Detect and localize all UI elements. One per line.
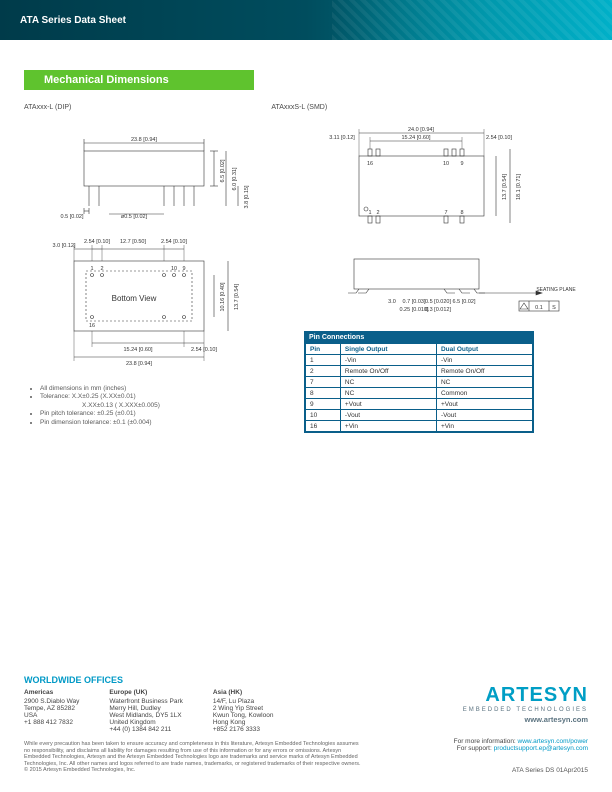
svg-text:16: 16	[89, 323, 95, 329]
table-row: 8NCCommon	[306, 388, 533, 399]
svg-text:2: 2	[100, 266, 103, 272]
pin-col-1: Single Output	[340, 344, 436, 355]
note-2: Tolerance: X.X±0.25 (X.XX±0.01)X.XX±0.13…	[40, 393, 284, 410]
smd-side-diagram: SEATING PLANE 0.7 [0.03] 0.25 [0.010] 0.…	[304, 241, 584, 321]
dip-column: 23.8 [0.94] 6.5 [0.02] 6.0 [0.31] 3.8 [0…	[24, 121, 284, 433]
pin-table-title: Pin Connections	[305, 332, 533, 343]
footer: WORLDWIDE OFFICES Americas 2900 S.Diablo…	[0, 665, 612, 792]
office-asia: Asia (HK) 14/F, Lu Plaza2 Wing Yip Stree…	[213, 689, 274, 733]
svg-text:10.16 [0.40]: 10.16 [0.40]	[220, 282, 226, 312]
brand-url: www.artesyn.com	[454, 715, 588, 724]
note-3: Pin pitch tolerance: ±0.25 (±0.01)	[40, 410, 284, 418]
svg-text:3.0: 3.0	[388, 299, 396, 305]
svg-text:0.3 [0.012]: 0.3 [0.012]	[425, 307, 451, 313]
svg-text:8: 8	[460, 210, 463, 216]
variant-smd-label: ATAxxxS-L (SMD)	[271, 104, 327, 111]
section-title-bar: Mechanical Dimensions	[24, 70, 254, 90]
svg-text:7: 7	[444, 210, 447, 216]
office-americas: Americas 2900 S.Diablo WayTempe, AZ 8528…	[24, 689, 79, 733]
doc-id: ATA Series DS 01Apr2015	[512, 767, 588, 774]
brand-sub: EMBEDDED TECHNOLOGIES	[454, 707, 588, 713]
dimension-notes: All dimensions in mm (inches) Tolerance:…	[24, 385, 284, 427]
svg-text:2: 2	[376, 210, 379, 216]
svg-text:6.5 [0.02]: 6.5 [0.02]	[453, 299, 476, 305]
svg-text:3.8 [0.15]: 3.8 [0.15]	[244, 185, 250, 208]
dip-top-diagram: 23.8 [0.94] 6.5 [0.02] 6.0 [0.31] 3.8 [0…	[24, 121, 284, 231]
header-title: ATA Series Data Sheet	[20, 15, 126, 26]
svg-text:23.8 [0.94]: 23.8 [0.94]	[126, 361, 152, 367]
table-row: 2Remote On/OffRemote On/Off	[306, 366, 533, 377]
legal-text: While every precaution has been taken to…	[24, 741, 364, 774]
svg-text:13.7 [0.54]: 13.7 [0.54]	[234, 284, 240, 310]
table-row: 7NCNC	[306, 377, 533, 388]
svg-text:15.24 [0.60]: 15.24 [0.60]	[401, 135, 431, 141]
svg-text:0.5 [0.02]: 0.5 [0.02]	[61, 214, 84, 220]
svg-text:13.7 [0.54]: 13.7 [0.54]	[502, 174, 508, 200]
brand-logo: ARTESYN	[454, 684, 588, 707]
svg-text:S: S	[552, 305, 556, 311]
section-title: Mechanical Dimensions	[44, 74, 169, 86]
info-link[interactable]: www.artesyn.com/power	[518, 738, 588, 745]
svg-text:2.54 [0.10]: 2.54 [0.10]	[486, 135, 512, 141]
svg-text:Bottom View: Bottom View	[112, 294, 157, 303]
svg-text:1: 1	[90, 266, 93, 272]
svg-text:10: 10	[171, 266, 177, 272]
svg-text:15.24 [0.60]: 15.24 [0.60]	[123, 347, 153, 353]
svg-text:23.8 [0.94]: 23.8 [0.94]	[131, 137, 157, 143]
pin-col-0: Pin	[306, 344, 341, 355]
smd-column: 1 2 16 10 9 7 8 24.0 [0.94] 15.24 [0.60]…	[304, 121, 564, 433]
svg-text:1: 1	[368, 210, 371, 216]
svg-text:24.0 [0.94]: 24.0 [0.94]	[408, 127, 434, 133]
brand-block: ARTESYN EMBEDDED TECHNOLOGIES www.artesy…	[454, 684, 588, 752]
svg-text:9: 9	[460, 161, 463, 167]
svg-text:10: 10	[443, 161, 449, 167]
svg-text:0.1: 0.1	[535, 305, 543, 311]
svg-text:12.7 [0.50]: 12.7 [0.50]	[120, 239, 146, 245]
table-row: 16+Vin+Vin	[306, 421, 533, 432]
header-banner: ATA Series Data Sheet	[0, 0, 612, 40]
svg-text:6.0 [0.31]: 6.0 [0.31]	[232, 167, 238, 190]
svg-text:2.54 [0.10]: 2.54 [0.10]	[84, 239, 110, 245]
svg-text:6.5 [0.02]: 6.5 [0.02]	[220, 159, 226, 182]
dip-bottom-diagram: Bottom View 1 2 16 10 9 3.0 [0.12] 2.54 …	[24, 231, 284, 371]
svg-text:3.11 [0.12]: 3.11 [0.12]	[329, 135, 355, 141]
office-europe: Europe (UK) Waterfront Business ParkMerr…	[109, 689, 182, 733]
table-row: 9+Vout+Vout	[306, 399, 533, 410]
pin-connections-table: Pin Connections Pin Single Output Dual O…	[304, 331, 534, 433]
table-row: 10-Vout-Vout	[306, 410, 533, 421]
table-row: 1-Vin-Vin	[306, 355, 533, 366]
smd-top-diagram: 1 2 16 10 9 7 8 24.0 [0.94] 15.24 [0.60]…	[304, 121, 574, 241]
svg-text:9: 9	[182, 266, 185, 272]
support-link[interactable]: productsupport.ep@artesyn.com	[494, 745, 588, 752]
svg-text:18.1 [0.71]: 18.1 [0.71]	[516, 174, 522, 200]
svg-text:2.54 [0.10]: 2.54 [0.10]	[191, 347, 217, 353]
svg-text:0.5 [0.020]: 0.5 [0.020]	[425, 299, 451, 305]
svg-text:16: 16	[367, 161, 373, 167]
svg-text:0.7 [0.03]: 0.7 [0.03]	[403, 299, 426, 305]
svg-text:SEATING PLANE: SEATING PLANE	[536, 287, 576, 293]
svg-text:2.54 [0.10]: 2.54 [0.10]	[161, 239, 187, 245]
svg-text:ø0.5 [0.02]: ø0.5 [0.02]	[121, 214, 148, 220]
variant-dip-label: ATAxxx-L (DIP)	[24, 104, 71, 111]
note-4: Pin dimension tolerance: ±0.1 (±0.004)	[40, 419, 284, 427]
note-1: All dimensions in mm (inches)	[40, 385, 284, 393]
pin-col-2: Dual Output	[436, 344, 532, 355]
svg-text:3.0 [0.12]: 3.0 [0.12]	[53, 243, 76, 249]
